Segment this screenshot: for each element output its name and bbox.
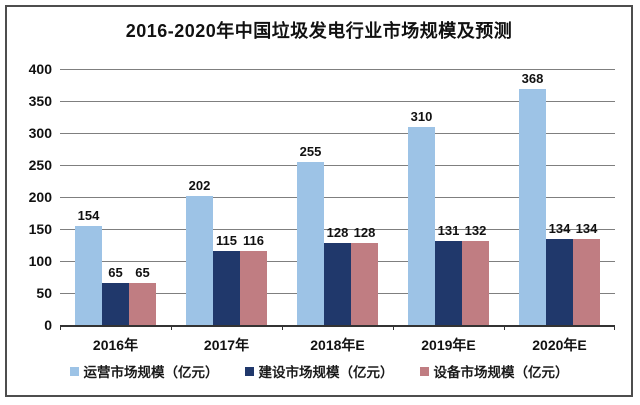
x-axis-tick <box>614 325 615 330</box>
gridline <box>60 228 615 230</box>
bar <box>351 243 378 325</box>
gridline <box>60 68 615 70</box>
bar-value-label: 134 <box>548 221 571 237</box>
y-axis-label: 50 <box>36 285 52 301</box>
chart-frame: 2016-2020年中国垃圾发电行业市场规模及预测 0 50 100 150 200 25… <box>5 5 633 397</box>
bar-value-label: 65 <box>135 265 150 281</box>
legend-label: 建设市场规模（亿元） <box>258 365 394 380</box>
bar <box>573 239 600 325</box>
bar-value-label: 368 <box>521 71 544 87</box>
bar-value-label: 115 <box>216 233 237 249</box>
bar <box>102 283 129 325</box>
legend-swatch <box>244 366 254 376</box>
legend-item: 建设市场规模（亿元） <box>244 361 394 381</box>
bar <box>75 226 102 325</box>
y-axis-label: 400 <box>28 61 52 77</box>
bar-value-label: 128 <box>326 225 349 241</box>
bar-value-label: 310 <box>410 108 433 124</box>
bar <box>213 251 240 325</box>
bar <box>240 250 267 325</box>
y-axis-label: 250 <box>28 157 52 173</box>
chart-title: 2016-2020年中国垃圾发电行业市场规模及预测 <box>125 21 513 41</box>
x-axis-tick <box>504 325 505 330</box>
bar <box>324 243 351 325</box>
x-axis-tick <box>171 325 172 330</box>
x-axis-label: 2017年 <box>203 337 250 353</box>
bar-value-label: 132 <box>464 222 487 238</box>
legend-swatch <box>69 366 79 376</box>
bar <box>297 161 324 325</box>
y-axis-label: 100 <box>28 253 52 269</box>
plot-area: 0 50 100 150 200 250 300 350 400 154 202 255 310 368 6… <box>29 61 615 353</box>
bar <box>129 283 156 325</box>
bar-value-label: 202 <box>188 177 211 193</box>
gridline <box>60 196 615 198</box>
bar-value-label: 255 <box>299 143 322 159</box>
bar <box>186 195 213 325</box>
y-axis-label: 300 <box>28 125 52 141</box>
bar-value-label: 154 <box>77 208 100 224</box>
legend-item: 设备市场规模（亿元） <box>419 361 569 381</box>
legend-label: 运营市场规模（亿元） <box>83 365 219 380</box>
gridline <box>60 132 615 134</box>
x-axis-label: 2018年E <box>310 337 365 353</box>
x-axis-label: 2016年 <box>92 337 139 353</box>
gridline <box>60 100 615 102</box>
y-axis-label: 350 <box>28 93 52 109</box>
gridline <box>60 164 615 166</box>
bar-value-label: 116 <box>243 232 264 248</box>
x-axis-tick <box>282 325 283 330</box>
x-axis-label: 2019年E <box>421 337 476 353</box>
x-axis-tick <box>60 325 61 330</box>
legend-item: 运营市场规模（亿元） <box>69 361 219 381</box>
bar <box>462 240 489 325</box>
bar-value-label: 134 <box>575 221 598 237</box>
bar-value-label: 65 <box>108 265 123 281</box>
bar-value-label: 128 <box>353 225 376 241</box>
bar <box>546 239 573 325</box>
x-axis-tick <box>393 325 394 330</box>
bar <box>435 241 462 325</box>
bar <box>519 89 546 325</box>
legend: 运营市场规模（亿元） 建设市场规模（亿元） 设备市场规模（亿元） <box>7 361 631 381</box>
bar-value-label: 131 <box>437 223 460 239</box>
legend-label: 设备市场规模（亿元） <box>433 365 569 380</box>
y-axis-label: 200 <box>28 189 52 205</box>
y-axis-label: 0 <box>44 317 52 333</box>
bar <box>408 126 435 325</box>
x-axis-label: 2020年E <box>532 337 587 353</box>
legend-swatch <box>419 366 429 376</box>
y-axis-label: 150 <box>28 221 52 237</box>
